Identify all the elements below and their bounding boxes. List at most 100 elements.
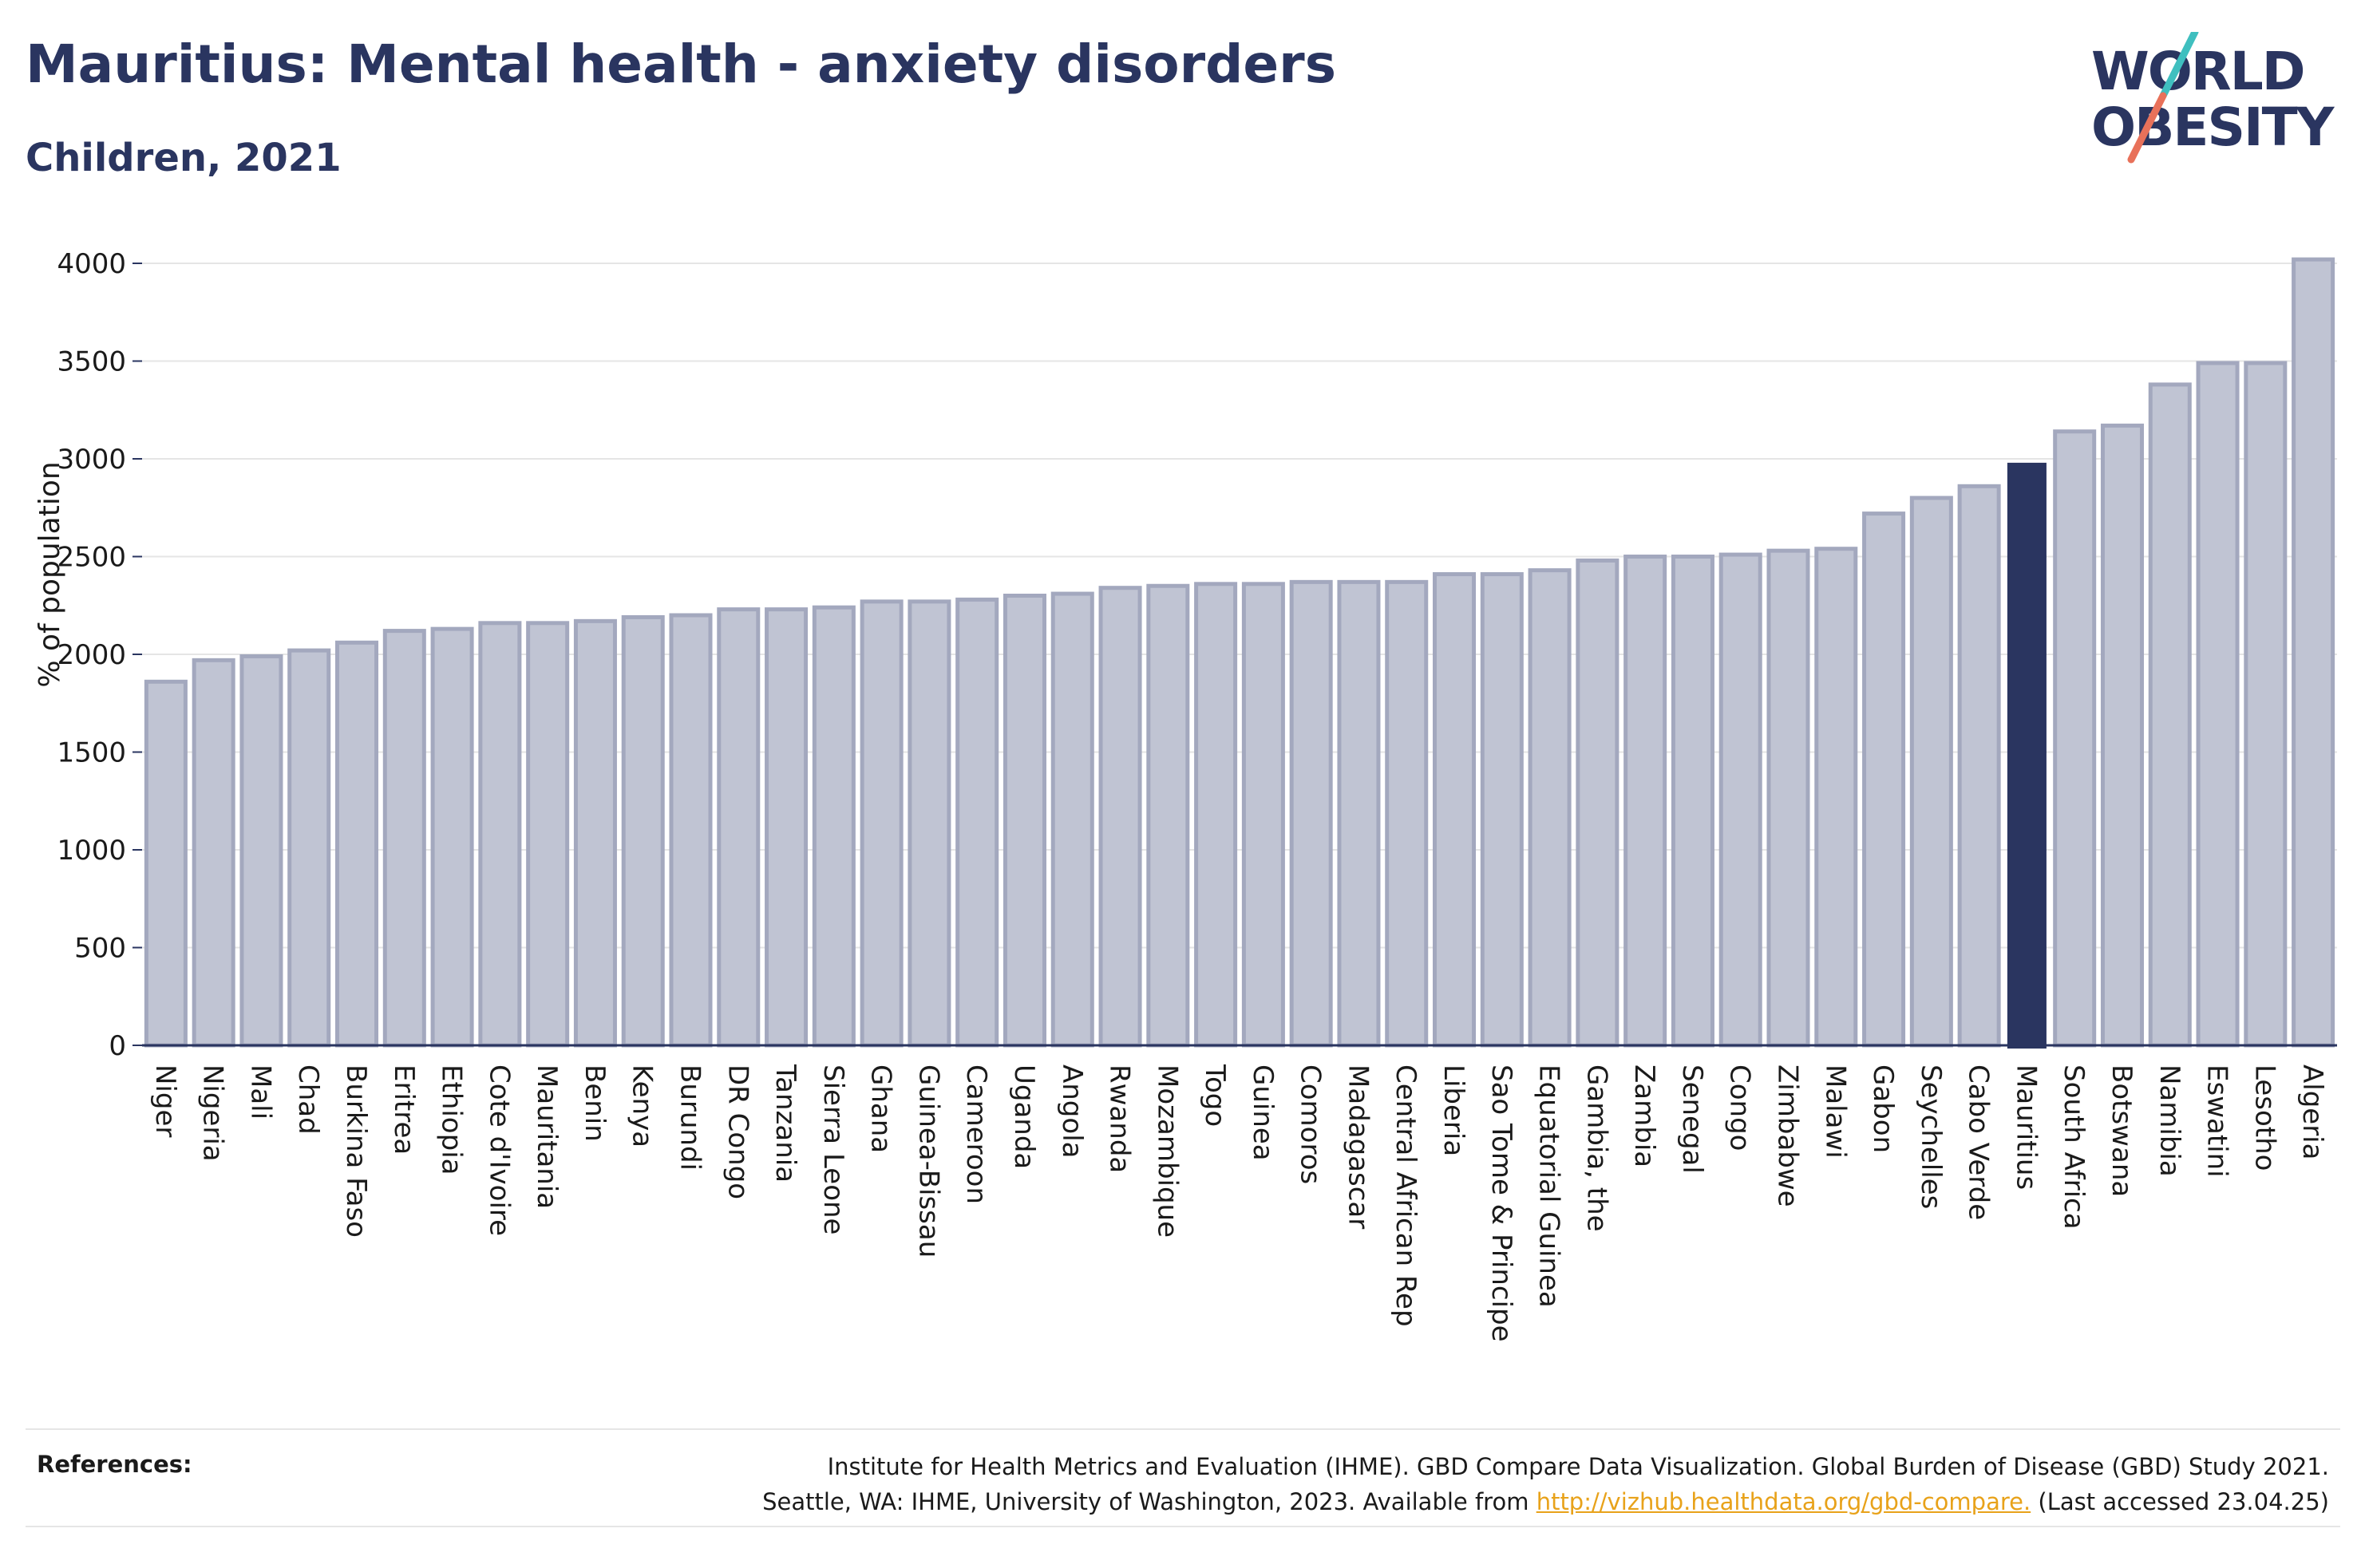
page-subtitle: Children, 2021	[26, 136, 342, 180]
x-tick-label: DR Congo	[722, 1064, 753, 1199]
x-tick-label: Botswana	[2106, 1064, 2138, 1197]
x-tick-label: Niger	[149, 1064, 181, 1137]
x-tick-label: Lesotho	[2248, 1064, 2280, 1171]
x-tick-label: Guinea	[1247, 1064, 1279, 1161]
logo-slash-red	[2127, 92, 2167, 164]
x-tick-label: Senegal	[1676, 1064, 1708, 1174]
bar-burundi	[669, 613, 713, 1048]
bar-guinea-bissau	[908, 599, 951, 1048]
bar-uganda	[1003, 594, 1046, 1048]
x-tick-label: Malawi	[1819, 1064, 1851, 1159]
references-line1: Institute for Health Metrics and Evaluat…	[827, 1453, 2329, 1480]
bar-cabo-verde	[1957, 484, 2001, 1048]
bar-lesotho	[2244, 361, 2288, 1048]
x-tick-label: Togo	[1199, 1064, 1231, 1127]
x-tick-label: Zimbabwe	[1772, 1064, 1804, 1207]
bar-zimbabwe	[1766, 548, 1810, 1048]
x-tick-label: Gabon	[1867, 1064, 1899, 1153]
x-tick-label: Burundi	[674, 1064, 706, 1171]
x-tick-label: Benin	[579, 1064, 611, 1142]
x-tick-labels: Niger Nigeria Mali Chad Burkina Faso Eritrea E…	[149, 1064, 2328, 1342]
y-tick-label: 3000	[57, 444, 126, 476]
bar-mauritius	[2007, 462, 2047, 1049]
bar-tanzania	[765, 607, 809, 1048]
x-tick-label: Eritrea	[388, 1064, 420, 1155]
bar-cameroon	[955, 597, 999, 1048]
y-tick-label: 4000	[57, 248, 126, 280]
references-box: References: Institute for Health Metrics…	[26, 1428, 2340, 1527]
x-tick-label: Mozambique	[1151, 1064, 1183, 1238]
references-line2: Seattle, WA: IHME, University of Washing…	[413, 1484, 2329, 1519]
bar-botswana	[2100, 423, 2144, 1048]
x-tick-label: Sao Tome & Principe	[1485, 1064, 1517, 1342]
bar-mozambique	[1146, 583, 1190, 1048]
bar-eritrea	[382, 629, 426, 1048]
x-tick-label: Liberia	[1438, 1064, 1469, 1156]
bar-senegal	[1671, 555, 1714, 1048]
bar-namibia	[2148, 382, 2192, 1048]
x-tick-label: Uganda	[1008, 1064, 1040, 1169]
bar-burkina-faso	[335, 640, 379, 1048]
bar-ethiopia	[430, 626, 474, 1048]
x-tick-label: Ghana	[865, 1064, 897, 1153]
y-tick-label: 1000	[57, 835, 126, 867]
page-title: Mauritius: Mental health - anxiety disor…	[26, 34, 1337, 95]
x-tick-label: Cote d'Ivoire	[483, 1064, 515, 1236]
x-tick-label: Mali	[244, 1064, 276, 1120]
x-tick-label: Mauritius	[2010, 1064, 2042, 1190]
bar-malawi	[1814, 547, 1858, 1048]
bar-gabon	[1862, 511, 1906, 1048]
bar-nigeria	[192, 658, 235, 1048]
y-tick-label: 500	[74, 933, 126, 965]
bars	[144, 257, 2335, 1049]
x-tick-label: Guinea-Bissau	[912, 1064, 944, 1258]
bar-algeria	[2292, 257, 2335, 1048]
references-link[interactable]: http://vizhub.healthdata.org/gbd-compare…	[1536, 1488, 2031, 1515]
x-tick-label: Congo	[1724, 1064, 1756, 1151]
bar-ghana	[860, 599, 904, 1048]
y-tick-label: 2500	[57, 542, 126, 574]
x-tick-label: Rwanda	[1104, 1064, 1136, 1173]
bar-madagascar	[1337, 579, 1381, 1048]
x-tick-label: Eswatini	[2201, 1064, 2233, 1178]
x-tick-label: Sierra Leone	[817, 1064, 849, 1234]
x-tick-label: Gambia, the	[1580, 1064, 1612, 1232]
x-tick-label: Mauritania	[531, 1064, 563, 1209]
references-text: Institute for Health Metrics and Evaluat…	[413, 1449, 2329, 1519]
y-tick-label: 0	[109, 1030, 126, 1062]
bar-mauritania	[526, 621, 570, 1048]
x-tick-label: Zambia	[1628, 1064, 1660, 1167]
world-obesity-logo: WORLD OBESITY	[2091, 32, 2337, 164]
x-tick-label: Tanzania	[769, 1064, 801, 1183]
bar-cote-d-ivoire	[478, 621, 522, 1048]
x-tick-label: Angola	[1056, 1064, 1088, 1158]
x-tick-label: Namibia	[2153, 1064, 2185, 1177]
bar-togo	[1194, 582, 1238, 1048]
references-label: References:	[37, 1451, 192, 1478]
bar-mali	[239, 654, 283, 1048]
bar-rwanda	[1098, 586, 1142, 1048]
x-tick-label: Kenya	[627, 1064, 658, 1147]
x-tick-label: Nigeria	[197, 1064, 229, 1162]
bar-comoros	[1289, 579, 1333, 1048]
logo-line1: WORLD	[2091, 41, 2304, 102]
x-tick-label: Ethiopia	[436, 1064, 468, 1175]
bar-chad	[287, 648, 331, 1048]
x-tick-label: Algeria	[2296, 1064, 2328, 1159]
bar-dr-congo	[717, 607, 761, 1048]
bar-congo	[1718, 552, 1762, 1048]
y-axis-label: % of population	[34, 461, 66, 687]
bar-guinea	[1241, 582, 1285, 1048]
bar-seychelles	[1909, 496, 1953, 1048]
references-line2-pre: Seattle, WA: IHME, University of Washing…	[762, 1488, 1536, 1515]
y-tick-label: 2000	[57, 639, 126, 671]
x-tick-label: Burkina Faso	[340, 1064, 372, 1238]
bar-benin	[573, 618, 617, 1048]
y-tick-label: 1500	[57, 737, 126, 769]
x-tick-label: Comoros	[1295, 1064, 1327, 1184]
bar-niger	[144, 679, 188, 1048]
bar-sao-tome-principe	[1480, 572, 1524, 1048]
bar-zambia	[1623, 555, 1667, 1048]
logo-slash-teal	[2159, 32, 2199, 100]
